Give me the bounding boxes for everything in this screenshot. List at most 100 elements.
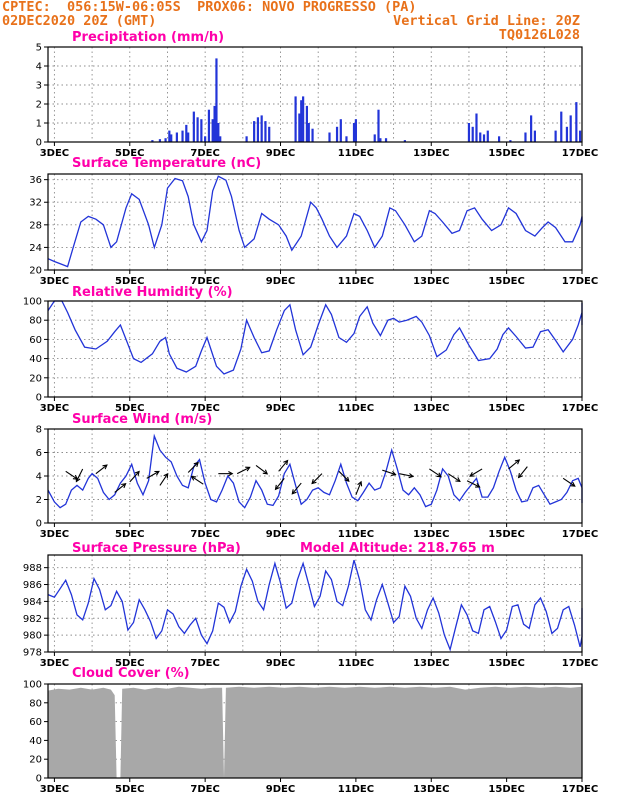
precip-bar (403, 140, 406, 142)
x-tick-label: 5DEC (115, 529, 144, 540)
plot-frame (47, 554, 583, 653)
x-tick-label: 9DEC (266, 529, 295, 540)
precip-bar (565, 126, 569, 142)
cloud-cover-area (48, 686, 582, 778)
precip-bar (475, 113, 478, 142)
x-tick-label: 13DEC (413, 148, 449, 159)
x-tick-label: 13DEC (413, 403, 449, 414)
header-date: 02DEC2020 20Z (GMT) (2, 13, 157, 29)
panel-title-wind: Surface Wind (m/s) (72, 412, 212, 427)
wind-arrow (311, 473, 323, 485)
wind-arrow (355, 480, 363, 496)
precip-bar (554, 130, 557, 142)
wind-arrow (399, 473, 415, 479)
plot-frame (47, 300, 583, 398)
y-tick-label: 100 (23, 680, 42, 691)
precip-bar (479, 132, 482, 142)
precip-bar (384, 138, 388, 142)
panel-title-precipitation: Precipitation (mm/h) (72, 30, 224, 45)
y-tick-label: 0 (36, 519, 42, 530)
x-tick-label: 15DEC (488, 403, 524, 414)
y-tick-label: 28 (29, 220, 42, 231)
precip-bar (345, 136, 348, 142)
y-tick-label: 6 (36, 448, 42, 459)
y-tick-label: 36 (29, 175, 42, 186)
panel-title-temperature: Surface Temperature (nC) (72, 156, 261, 171)
panel-surface-wind: Surface Wind (m/s) 0 2 4 6 8 3DEC 5DEC 7DEC 9DEC… (36, 412, 599, 540)
temp-series-line (47, 175, 583, 268)
y-tick-label: 978 (23, 648, 42, 659)
wind-arrow (517, 466, 528, 479)
x-tick-label: 13DEC (413, 658, 449, 669)
precip-bar (300, 100, 303, 142)
x-tick-label: 13DEC (413, 276, 449, 287)
y-tick-label: 2 (36, 100, 42, 111)
precip-bar (379, 138, 382, 142)
wind-arrow (274, 478, 285, 491)
y-tick-label: 0 (36, 393, 42, 404)
precip-bar (311, 128, 314, 142)
precip-bar (354, 119, 357, 142)
y-tick-label: 988 (23, 563, 42, 574)
plot-frame (47, 683, 583, 779)
y-tick-label: 40 (29, 354, 42, 365)
x-tick-label: 17DEC (562, 148, 598, 159)
precip-bar (533, 130, 536, 142)
x-tick-label: 3DEC (40, 276, 69, 287)
x-tick-label: 3DEC (40, 658, 69, 669)
x-tick-label: 11DEC (338, 529, 374, 540)
precip-bar (298, 113, 301, 142)
x-tick-label: 9DEC (266, 403, 295, 414)
precip-bar (217, 123, 220, 142)
precip-bar (185, 124, 188, 142)
precip-bar (307, 123, 310, 142)
precip-bar (215, 58, 218, 142)
wind-arrow (218, 471, 234, 477)
x-tick-label: 3DEC (40, 529, 69, 540)
wind-arrow (95, 464, 108, 475)
x-tick-label: 5DEC (115, 658, 144, 669)
x-tick-label: 3DEC (40, 784, 69, 795)
y-tick-label: 980 (23, 631, 42, 642)
precip-bar (175, 132, 178, 142)
y-tick-label: 4 (36, 62, 42, 73)
precip-bar (482, 134, 486, 142)
precip-bar (509, 140, 512, 142)
precip-bar (486, 130, 489, 142)
precip-bar (168, 130, 171, 142)
x-tick-label: 17DEC (562, 276, 598, 287)
precip-bar (219, 136, 222, 142)
precip-bar (196, 117, 199, 142)
x-tick-label: 5DEC (115, 784, 144, 795)
x-tick-label: 5DEC (115, 148, 144, 159)
panel-cloud-cover: Cloud Cover (%) 0 20 40 60 80 100 3DEC 5DEC 7DEC… (23, 666, 598, 795)
wind-arrow (447, 473, 461, 483)
y-tick-label: 32 (29, 198, 42, 209)
x-tick-label: 9DEC (266, 658, 295, 669)
precip-bar (377, 109, 380, 142)
y-tick-label: 2 (36, 495, 42, 506)
y-tick-label: 20 (29, 755, 42, 766)
x-tick-label: 5DEC (115, 403, 144, 414)
wind-arrow (187, 461, 199, 473)
x-tick-label: 15DEC (488, 784, 524, 795)
precip-bar (294, 96, 297, 142)
model-altitude-note: Model Altitude: 218.765 m (300, 541, 495, 556)
precip-bar (575, 102, 578, 142)
plot-frame (47, 46, 583, 143)
precip-bar (305, 105, 308, 142)
y-tick-label: 24 (29, 243, 42, 254)
y-tick-label: 80 (29, 316, 42, 327)
wind-arrow (469, 468, 483, 477)
precip-bar (192, 111, 195, 142)
pressure-series-line (47, 559, 583, 652)
precip-bar (200, 119, 203, 142)
wind-arrow (429, 468, 442, 478)
x-tick-label: 9DEC (266, 276, 295, 287)
precip-bar (328, 132, 331, 142)
plot-frame (47, 173, 583, 271)
y-tick-label: 4 (36, 472, 42, 483)
x-tick-label: 7DEC (190, 276, 219, 287)
wind-arrow (129, 470, 140, 483)
wind-arrow (159, 472, 169, 486)
